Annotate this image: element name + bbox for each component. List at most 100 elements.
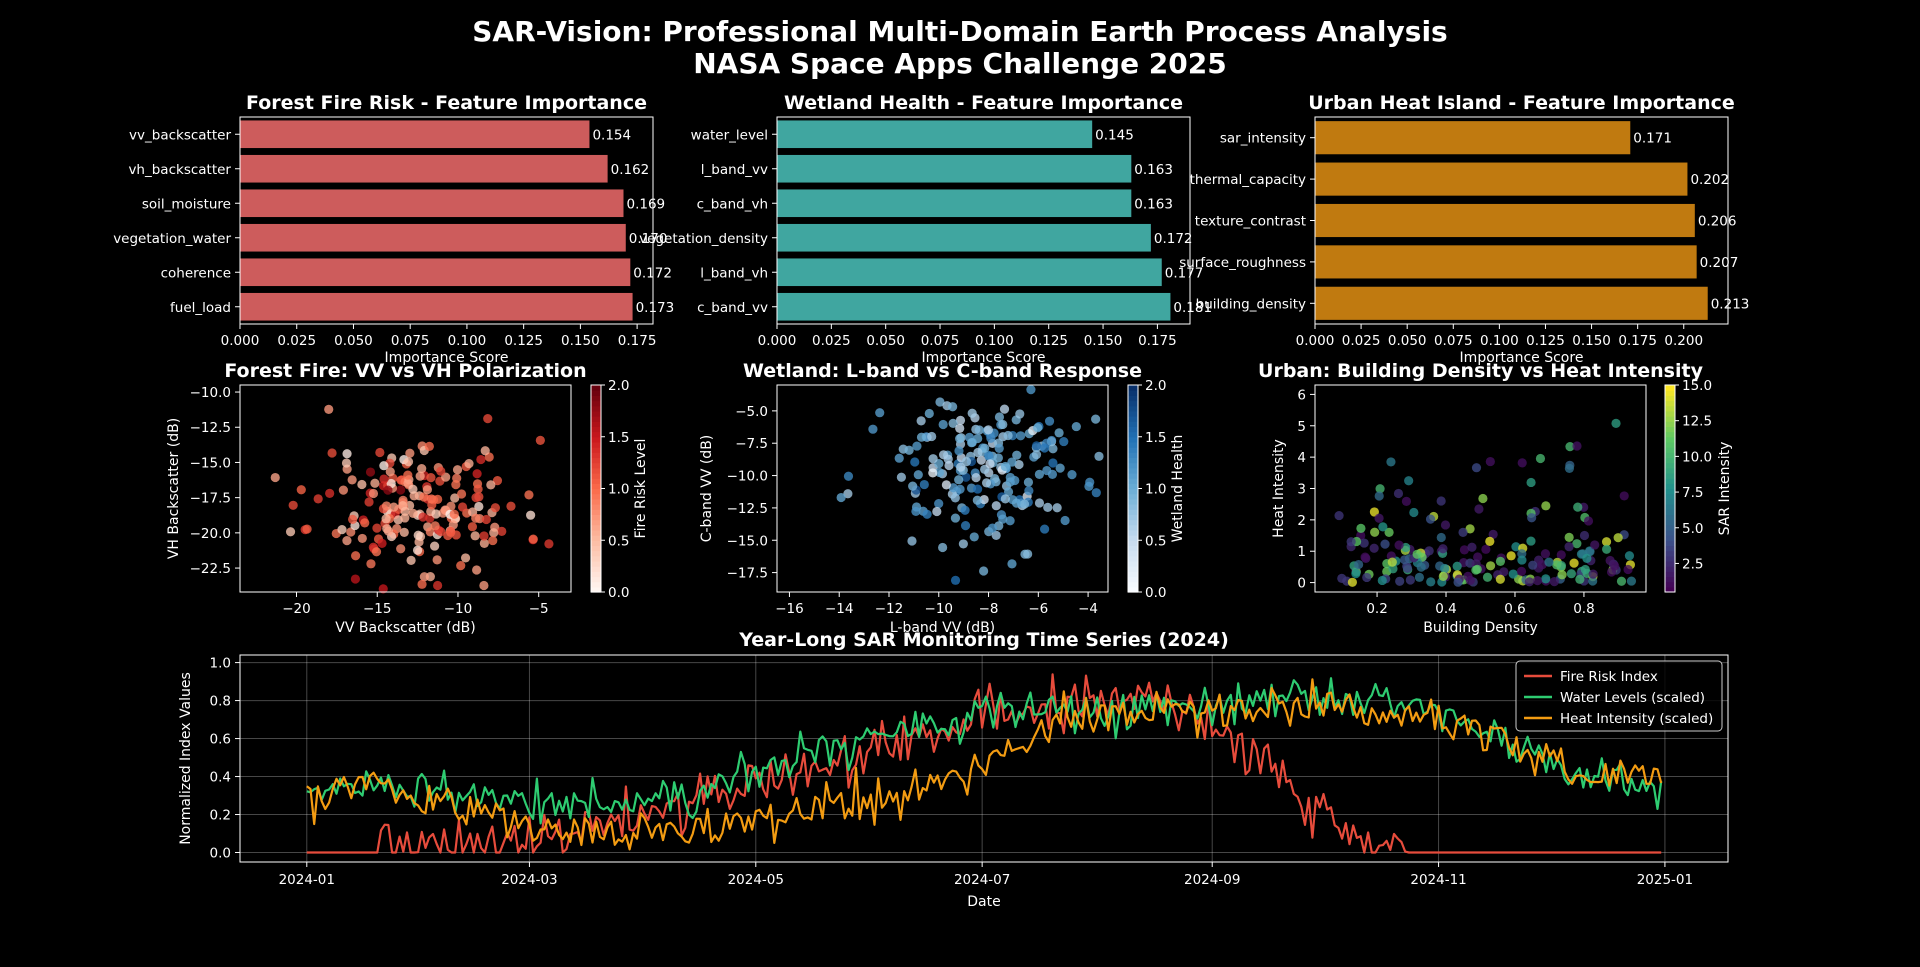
- scatter-point: [270, 472, 280, 483]
- scatter-point: [381, 501, 392, 511]
- scatter-point: [1575, 574, 1585, 584]
- scatter-point: [1471, 463, 1482, 473]
- scatter-point: [490, 503, 500, 513]
- scatter-point: [1011, 498, 1022, 508]
- scatter-point: [1606, 567, 1617, 577]
- axes-frame: [776, 116, 1191, 325]
- scatter-point: [1337, 573, 1347, 583]
- scatter-point: [1613, 533, 1623, 543]
- scatter-point: [1438, 544, 1448, 554]
- scatter-point: [535, 435, 545, 445]
- scatter-point: [934, 498, 944, 509]
- scatter-point: [1590, 540, 1600, 550]
- scatter-point: [479, 538, 489, 548]
- scatter-point: [1059, 436, 1069, 447]
- x-tick-label: 0.100: [975, 333, 1014, 349]
- scatter-point: [967, 438, 977, 448]
- scatter-point: [1616, 576, 1627, 586]
- y-tick-label: −17.5: [190, 491, 231, 507]
- bar: [240, 120, 590, 149]
- colorbar-segment: [1665, 498, 1675, 505]
- colorbar-segment: [591, 426, 601, 433]
- scatter-point: [400, 506, 410, 516]
- scatter-point: [935, 397, 945, 407]
- colorbar-segment: [1665, 431, 1675, 438]
- scatter-point: [896, 472, 907, 482]
- colorbar-segment: [1665, 462, 1675, 469]
- bar-value-label: 0.169: [627, 196, 666, 212]
- scatter-point: [1465, 524, 1475, 534]
- bar-value-label: 0.213: [1711, 296, 1750, 312]
- x-tick-label: 2025-01: [1637, 872, 1693, 888]
- scatter-point: [976, 455, 986, 465]
- scatter-point: [396, 485, 406, 495]
- chart-title: Urban Heat Island - Feature Importance: [1308, 92, 1735, 114]
- colorbar-segment: [1665, 529, 1675, 536]
- colorbar-segment: [1128, 467, 1138, 474]
- colorbar-segment: [591, 452, 601, 459]
- scatter-point: [1619, 491, 1629, 501]
- scatter-point: [476, 454, 486, 465]
- scatter-point: [928, 468, 938, 478]
- x-tick-label: 2024-11: [1410, 872, 1466, 888]
- colorbar-segment: [1128, 514, 1138, 521]
- bar-value-label: 0.145: [1095, 127, 1134, 143]
- colorbar-segment: [1128, 431, 1138, 438]
- colorbar-segment: [1665, 467, 1675, 474]
- scatter-point: [904, 445, 914, 455]
- colorbar-segment: [591, 483, 601, 490]
- scatter-point: [991, 530, 1001, 540]
- y-tick-label: 0.4: [210, 770, 231, 786]
- scatter-point: [524, 490, 534, 500]
- colorbar-tick-label: 1.5: [1145, 430, 1166, 446]
- y-tick-label: c_band_vh: [697, 196, 768, 212]
- colorbar-segment: [1128, 535, 1138, 541]
- colorbar-segment: [1665, 514, 1675, 521]
- colorbar-segment: [1128, 405, 1138, 412]
- colorbar-segment: [1665, 452, 1675, 459]
- scatter-point: [1026, 385, 1036, 395]
- scatter-point: [1626, 576, 1637, 586]
- colorbar-segment: [591, 493, 601, 500]
- scatter-point: [954, 446, 964, 456]
- scatter-point: [1605, 555, 1615, 566]
- y-tick-label: −7.5: [735, 436, 768, 452]
- colorbar-segment: [1665, 581, 1675, 588]
- colorbar-segment: [1665, 390, 1675, 396]
- scatter-point: [488, 535, 498, 546]
- scatter-point: [1535, 453, 1546, 464]
- scatter-point: [907, 536, 917, 546]
- scatter-point: [948, 402, 958, 412]
- fire-importance-chart: Forest Fire Risk - Feature Importance 0.1…: [113, 92, 674, 366]
- scatter-point: [405, 448, 415, 458]
- y-tick-label: vv_backscatter: [129, 127, 231, 143]
- colorbar-segment: [1665, 555, 1675, 562]
- scatter-point: [1055, 463, 1065, 473]
- scatter-point: [1370, 527, 1380, 537]
- scatter-point: [1071, 421, 1081, 432]
- scatter-point: [296, 485, 306, 495]
- scatter-point: [1374, 513, 1384, 523]
- scatter-point: [1034, 498, 1045, 508]
- colorbar-tick-label: 15.0: [1682, 378, 1712, 394]
- scatter-point: [1485, 456, 1495, 467]
- colorbar-segment: [1665, 519, 1675, 526]
- figure-title-line1: SAR-Vision: Professional Multi-Domain Ea…: [472, 15, 1447, 48]
- scatter-point: [1401, 496, 1412, 506]
- scatter-point: [285, 527, 296, 537]
- colorbar-segment: [591, 421, 601, 427]
- scatter-point: [1412, 549, 1422, 559]
- scatter-point: [1015, 409, 1025, 419]
- scatter-point: [1023, 477, 1034, 487]
- scatter-point: [1048, 458, 1058, 468]
- scatter-point: [1473, 552, 1483, 562]
- bar: [240, 189, 624, 218]
- scatter-point: [481, 514, 491, 525]
- scatter-point: [379, 474, 389, 484]
- colorbar-segment: [591, 405, 601, 412]
- axes-frame: [239, 654, 1729, 863]
- x-axis-label: Building Density: [1423, 620, 1537, 636]
- bar: [777, 120, 1093, 149]
- y-tick-label: 0.2: [210, 808, 231, 824]
- scatter-point: [433, 580, 443, 591]
